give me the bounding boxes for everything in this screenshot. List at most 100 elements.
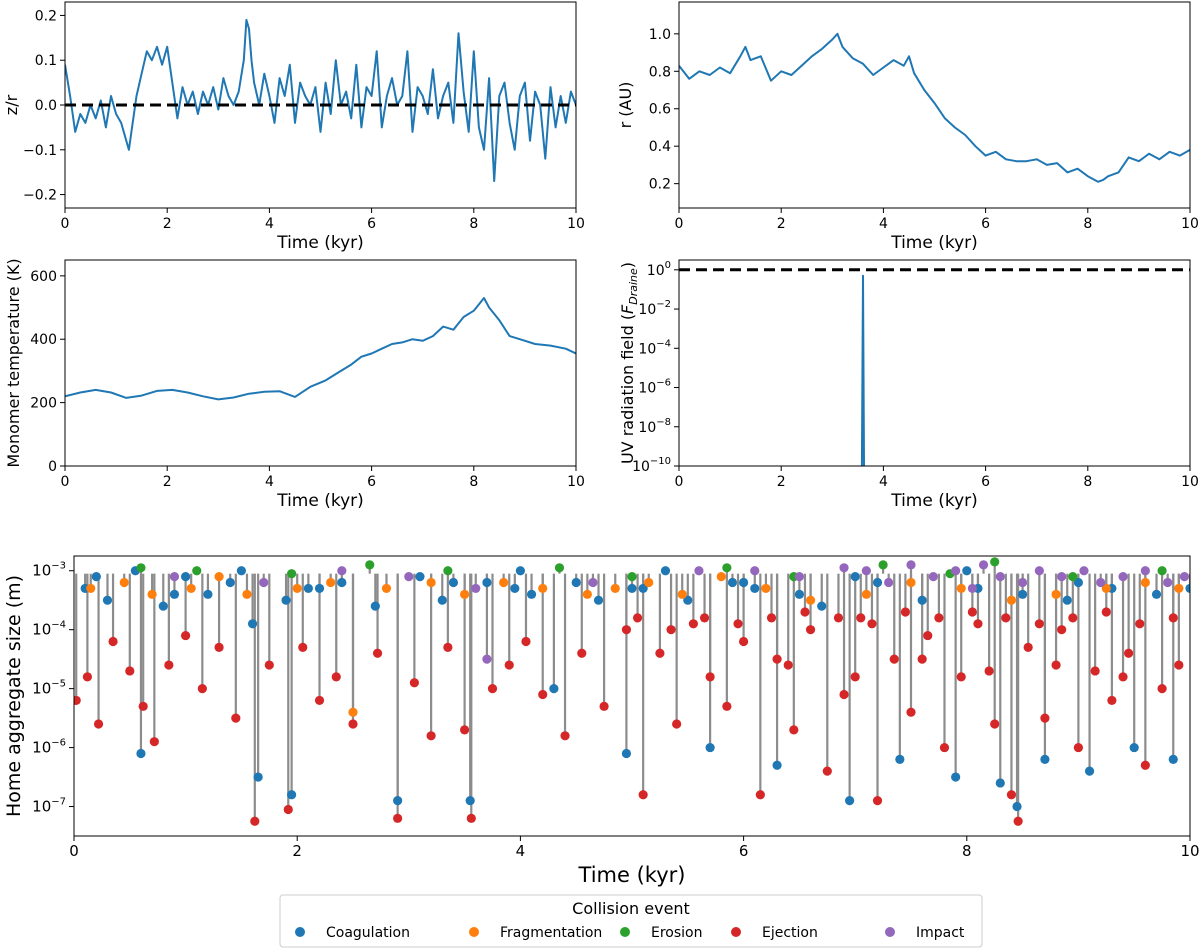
point-coagulation [102,595,113,605]
point-ejection [939,742,950,753]
point-coagulation [995,778,1005,788]
x-tick-label: 2 [777,216,786,232]
y-tick-label: 0.1 [35,53,57,69]
point-coagulation [515,566,526,576]
point-impact [694,566,704,576]
point-ejection [839,689,849,700]
legend-marker-impact [885,927,895,937]
legend-marker-coagulation [295,927,305,937]
point-coagulation [1151,589,1162,599]
point-fragmentation [805,595,816,605]
point-ejection [138,701,148,711]
point-coagulation [727,577,738,588]
point-coagulation [1168,754,1178,764]
point-ejection [393,813,403,823]
point-ejection [164,660,174,670]
point-ejection [672,719,682,729]
x-tick-label: 4 [879,474,888,490]
point-ejection [504,660,514,670]
point-ejection [872,796,883,806]
point-coagulation [287,790,297,800]
point-erosion [192,566,202,576]
y-axis-label: z/r [2,94,21,115]
point-coagulation [136,748,146,759]
point-impact [928,572,938,582]
x-axis-label: Time (kyr) [276,491,364,511]
x-axis-label: Time (kyr) [276,233,364,253]
point-impact [1018,577,1028,588]
point-coagulation [845,796,855,806]
y-axis-label: Home aggregate size (m) [3,575,25,817]
point-ejection [755,790,765,800]
y-tick-label: 1.0 [649,27,671,43]
point-ejection [822,766,832,776]
point-ejection [93,719,104,729]
y-tick-label: 10−4 [638,338,671,357]
point-impact [839,563,849,573]
point-ejection [560,731,570,741]
y-tick-label: 10−6 [32,738,66,757]
point-ejection [967,607,977,617]
point-coagulation [510,583,520,594]
x-tick-label: 4 [879,216,888,232]
point-coagulation [660,566,671,576]
point-ejection [805,625,816,635]
point-impact [1079,566,1089,576]
point-ejection [1124,648,1134,658]
x-tick-label: 0 [675,474,684,490]
point-ejection [1006,790,1017,800]
y-tick-label: 100 [647,260,671,279]
point-ejection [283,804,293,815]
y-tick-label: 600 [30,269,57,285]
point-erosion [990,557,1000,567]
point-erosion [1157,566,1167,576]
point-ejection [250,816,260,826]
point-impact [482,654,492,664]
point-fragmentation [86,583,96,594]
point-coagulation [169,589,180,599]
y-tick-label: 10−8 [638,417,671,436]
point-ejection [722,701,732,711]
panel-zr: 0 2 4 6 8 10 −0.2 −0.1 0.0 0.1 0.2 Time (kyr) z/r [2,1,585,253]
point-ejection [264,660,274,670]
point-fragmentation [906,577,916,588]
x-tick-label: 6 [367,216,376,232]
point-coagulation [951,772,961,782]
point-impact [471,583,481,594]
x-tick-label: 2 [777,474,786,490]
point-fragmentation [242,589,252,599]
point-ejection [934,613,944,623]
point-ejection [460,725,470,735]
point-impact [404,572,414,582]
point-ejection [214,642,224,652]
point-coagulation [482,577,492,588]
point-fragmentation [644,577,654,588]
point-ejection [426,731,436,741]
x-tick-label: 8 [469,216,478,232]
point-ejection [621,625,632,635]
panel-r: 0 2 4 6 8 10 0.2 0.4 0.6 0.8 1.0 Time (kyr) r (AU) [616,1,1199,253]
y-tick-label: −0.2 [23,188,57,204]
axes-frame [678,1,1191,209]
point-ejection [1001,613,1011,623]
x-tick-label: 6 [367,474,376,490]
x-tick-label: 0 [675,216,684,232]
x-tick-label: 8 [469,474,478,490]
point-ejection [577,648,587,658]
point-impact [1034,566,1044,576]
point-impact [995,572,1005,582]
point-impact [259,577,269,588]
point-ejection [231,713,241,723]
point-impact [906,560,916,570]
point-ejection [789,725,799,735]
point-coagulation [415,572,425,582]
point-impact [861,566,871,576]
point-coagulation [571,577,581,588]
point-coagulation [181,572,191,582]
point-ejection [1101,607,1111,617]
legend-marker-erosion [620,927,630,937]
plot-area-temp [65,297,576,401]
point-fragmentation [1174,583,1184,594]
series-impact [169,560,1190,664]
point-ejection [733,619,743,629]
